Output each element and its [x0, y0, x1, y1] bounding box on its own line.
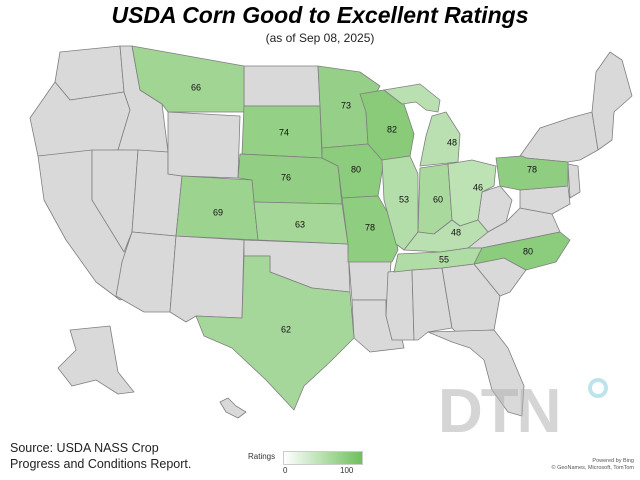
state-pennsylvania — [495, 155, 569, 191]
source-line-1: Source: USDA NASS Crop — [10, 441, 159, 455]
rating-label-wisconsin: 82 — [387, 124, 397, 134]
state-north-carolina — [473, 231, 571, 271]
source-note: Source: USDA NASS Crop Progress and Cond… — [10, 440, 191, 472]
rating-label-south-dakota: 74 — [279, 127, 289, 137]
state-wyoming — [167, 111, 241, 179]
rating-label-michigan: 48 — [447, 137, 457, 147]
state-alaska — [57, 325, 135, 395]
state-new-york — [519, 111, 599, 163]
state-new-jersey — [567, 163, 581, 199]
state-nevada — [91, 149, 139, 253]
rating-label-kansas: 63 — [295, 219, 305, 229]
copyright-label: © GeoNames, Microsoft, TomTom — [551, 465, 635, 471]
rating-label-north-carolina: 80 — [523, 246, 533, 256]
rating-label-tennessee: 55 — [439, 254, 449, 264]
state-new-mexico — [169, 235, 245, 323]
state-mississippi — [385, 269, 415, 341]
rating-label-ohio: 46 — [473, 182, 483, 192]
rating-labels: 66 73 82 74 48 76 80 78 69 53 60 46 63 78 48 80 55 62 — [191, 82, 537, 334]
rating-label-missouri: 78 — [365, 222, 375, 232]
map-title: USDA Corn Good to Excellent Ratings — [111, 2, 529, 28]
legend-title: Ratings — [248, 452, 276, 461]
rating-label-minnesota: 73 — [341, 100, 351, 110]
rating-label-iowa: 80 — [351, 164, 361, 174]
state-missouri — [341, 195, 399, 263]
rating-label-kentucky: 48 — [451, 227, 461, 237]
state-maryland-delaware — [519, 185, 571, 215]
rating-label-texas: 62 — [281, 324, 291, 334]
state-new-england — [591, 51, 633, 151]
map-subtitle: (as of Sep 08, 2025) — [265, 31, 375, 45]
legend-min-label: 0 — [283, 466, 288, 475]
dtn-logo-text: DTN — [438, 377, 559, 446]
state-texas — [195, 255, 355, 411]
rating-label-indiana: 60 — [433, 194, 443, 204]
state-montana — [131, 45, 245, 113]
state-north-dakota — [243, 65, 321, 107]
powered-by-label: Powered by Bing — [592, 458, 634, 464]
no-data-states — [29, 45, 633, 419]
legend-max-label: 100 — [340, 466, 354, 475]
rating-label-colorado: 69 — [213, 207, 223, 217]
state-washington — [54, 45, 125, 101]
map-attribution: Powered by Bing © GeoNames, Microsoft, T… — [514, 458, 635, 472]
rating-label-illinois: 53 — [399, 194, 409, 204]
rated-states — [131, 45, 571, 411]
dtn-logo-dot-icon — [588, 378, 608, 398]
rating-label-pennsylvania: 78 — [527, 164, 537, 174]
state-hawaii — [219, 397, 247, 419]
rating-label-montana: 66 — [191, 82, 201, 92]
dtn-logo: DTN — [438, 377, 608, 446]
legend-gradient-bar — [283, 451, 363, 465]
state-florida — [427, 329, 525, 417]
source-line-2: Progress and Conditions Report. — [10, 457, 192, 471]
rating-label-nebraska: 76 — [281, 172, 291, 182]
